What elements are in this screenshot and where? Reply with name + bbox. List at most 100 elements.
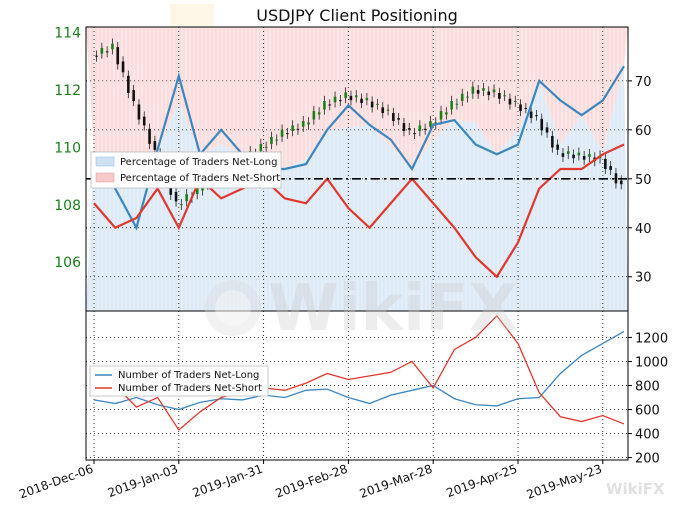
price-candle [339, 94, 342, 107]
price-candle [270, 131, 273, 150]
bottom-panel: 200 400 600 800 1000 1200 Number of Traders N… [85, 310, 668, 467]
price-candle [445, 107, 448, 120]
price-tick-label: 106 [54, 255, 81, 271]
price-candle [121, 56, 125, 78]
price-candle [487, 86, 491, 101]
price-candle [545, 122, 549, 138]
count-net-long-line [93, 330, 625, 411]
price-candle [540, 113, 544, 136]
price-candle [577, 147, 581, 161]
price-candle [180, 198, 183, 211]
price-candle [142, 111, 146, 131]
price-candle [471, 81, 475, 99]
price-candle [95, 50, 98, 62]
grid-bottom [86, 311, 628, 460]
count-tick-label: 1000 [635, 355, 668, 370]
price-candle [508, 93, 512, 110]
legend-count-long: Number of Traders Net-Long [118, 370, 259, 381]
price-candle [111, 38, 114, 55]
price-candle [492, 84, 496, 98]
price-candle [280, 124, 284, 142]
date-tick-label: 2019-Apr-25 [445, 462, 520, 501]
percent-tick-label: 60 [635, 124, 652, 139]
price-candle [402, 117, 406, 137]
price-tick-label: 112 [54, 83, 81, 99]
watermark-text-corner: WikiFX [606, 480, 665, 498]
price-candle [127, 70, 130, 99]
price-candle [498, 87, 501, 104]
price-candle [148, 123, 151, 150]
percent-tick-label: 50 [635, 173, 652, 188]
top-legend: Percentage of Traders Net-Long Percentag… [90, 151, 282, 189]
legend-label-short: Percentage of Traders Net-Short [120, 173, 280, 184]
price-axis: 106 108 110 112 114 [54, 26, 81, 271]
price-candle [376, 98, 379, 110]
price-candle [609, 160, 612, 176]
price-tick-label: 110 [54, 140, 81, 156]
price-candle [604, 153, 607, 175]
price-candle [503, 90, 506, 102]
date-tick-label: 2019-Feb-28 [273, 462, 349, 501]
percent-tick-label: 40 [635, 222, 652, 237]
price-candle [370, 96, 374, 113]
date-axis: 2018-Dec-06 2019-Jan-03 2019-Jan-31 2019-Fe… [17, 460, 604, 502]
price-tick-label: 108 [54, 198, 81, 214]
price-candle [482, 82, 485, 96]
price-candle [105, 46, 109, 58]
price-candle [614, 168, 618, 189]
date-tick-label: 2019-May-23 [525, 462, 604, 502]
watermark: WikiFX WikiFX [170, 4, 665, 498]
price-candle [535, 110, 538, 121]
bottom-legend-box [89, 365, 269, 397]
grid-top [86, 27, 628, 311]
price-candle [476, 84, 480, 99]
price-candle [582, 150, 586, 165]
percent-tick-label: 30 [635, 271, 652, 286]
legend-count-short: Number of Traders Net-Short [118, 383, 262, 394]
price-candle [365, 92, 369, 106]
top-legend-box [90, 151, 282, 189]
legend-swatch-long [95, 156, 115, 167]
price-candle [264, 141, 268, 153]
date-tick-label: 2019-Jan-31 [191, 462, 265, 500]
price-candle [301, 115, 305, 132]
price-candle [561, 148, 565, 162]
date-tick-label: 2019-Mar-28 [358, 462, 435, 501]
price-candle [413, 127, 416, 140]
count-tick-label: 800 [635, 380, 660, 395]
price-candle [619, 175, 623, 190]
price-candle [275, 134, 279, 146]
price-candle [317, 107, 321, 120]
price-candle [551, 130, 554, 153]
net-long-line [93, 65, 625, 231]
price-candle [423, 123, 427, 135]
price-candle [185, 189, 188, 207]
price-candle [360, 93, 363, 109]
price-candle [397, 112, 400, 125]
bottom-legend: Number of Traders Net-Long Number of Tra… [89, 365, 269, 397]
count-tick-label: 400 [635, 428, 660, 443]
price-candle [100, 42, 104, 59]
watermark-logo-top [170, 4, 214, 26]
chart-title: USDJPY Client Positioning [256, 6, 458, 25]
price-candle [524, 102, 528, 114]
price-candle [333, 91, 337, 108]
price-candle [312, 105, 316, 125]
price-candle [349, 90, 353, 106]
percent-axis: 30 40 50 60 70 [628, 75, 652, 286]
count-tick-label: 1200 [635, 331, 668, 346]
price-candle [519, 99, 522, 117]
price-candle [323, 95, 326, 115]
price-tick-label: 114 [54, 26, 81, 42]
date-tick-label: 2018-Dec-06 [17, 462, 95, 502]
price-candle [455, 98, 459, 110]
count-axis: 200 400 600 800 1000 1200 [628, 331, 668, 467]
price-candle [572, 149, 575, 164]
legend-swatch-short [95, 172, 115, 183]
price-candle [296, 123, 300, 135]
price-candle [450, 95, 453, 115]
top-panel: 106 108 110 112 114 30 40 50 60 70 Percentage of… [54, 26, 652, 312]
date-tick-label: 2019-Jan-03 [106, 462, 180, 500]
count-net-short-line [93, 314, 625, 431]
